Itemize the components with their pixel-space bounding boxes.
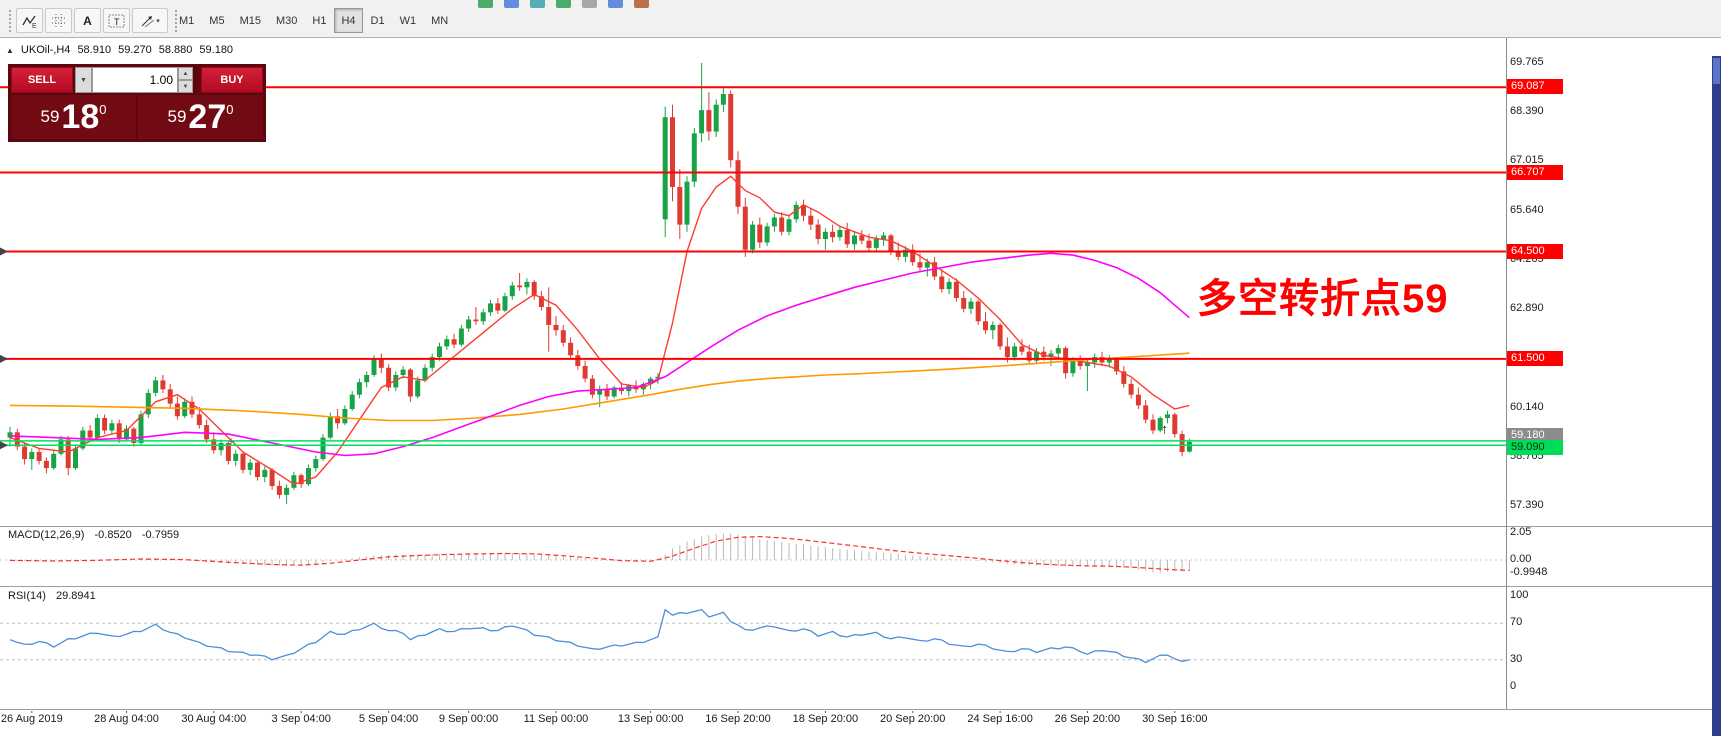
partial-dollar-icon <box>556 0 571 8</box>
timeframe-d1[interactable]: D1 <box>364 8 392 33</box>
line-studies-toolbar: E A T ▾ <box>4 8 182 33</box>
volume-stepper: ▲ ▼ <box>178 67 193 93</box>
timeframe-h4[interactable]: H4 <box>334 8 363 33</box>
volume-input[interactable] <box>92 67 178 93</box>
chart-text-annotation: 多空转折点59 <box>1197 277 1449 321</box>
timeframe-mn[interactable]: MN <box>424 8 455 33</box>
sell-price-pips: 18 <box>61 98 100 136</box>
timeframe-w1[interactable]: W1 <box>393 8 424 33</box>
svg-text:T: T <box>114 17 120 27</box>
partial-clock-icon <box>530 0 545 8</box>
volume-dropdown-button[interactable]: ▼ <box>75 67 92 93</box>
timeframe-m1[interactable]: M1 <box>172 8 201 33</box>
panel-separator[interactable] <box>0 586 1712 587</box>
scrollbar-thumb[interactable] <box>1713 58 1720 84</box>
rsi-value: 29.8941 <box>55 590 96 602</box>
close-value: 59.180 <box>199 44 234 56</box>
buy-price-display[interactable]: 59 27 0 <box>138 95 263 139</box>
low-value: 58.880 <box>158 44 193 56</box>
rsi-name: RSI(14) <box>8 590 46 602</box>
volume-decrease-button[interactable]: ▼ <box>178 80 193 93</box>
macd-signal-value: -0.7959 <box>141 529 180 541</box>
buy-price-whole: 59 <box>167 107 187 126</box>
timeframe-h1[interactable]: H1 <box>305 8 333 33</box>
grid-icon[interactable] <box>45 8 72 33</box>
partial-gray-icon <box>582 0 597 8</box>
trade-prices-row: 59 18 0 59 27 0 <box>11 95 263 139</box>
timeframe-m15[interactable]: M15 <box>233 8 268 33</box>
buy-price-pips: 27 <box>188 98 227 136</box>
macd-name: MACD(12,26,9) <box>8 529 85 541</box>
cross-marker: + <box>228 436 234 448</box>
toolbar-grip <box>9 9 11 32</box>
toolbar: E A T ▾ M1 M5 M15 M30 H1 H4 D1 W1 MN <box>0 0 1721 38</box>
high-value: 59.270 <box>118 44 152 56</box>
time-axis-separator <box>0 709 1712 710</box>
open-value: 58.910 <box>77 44 112 56</box>
partial-window-icon <box>504 0 519 8</box>
sell-button[interactable]: SELL <box>11 67 73 93</box>
partial-chart-icon <box>478 0 493 8</box>
macd-indicator-label: MACD(12,26,9) -0.8520 -0.7959 <box>8 529 179 541</box>
buy-price-fraction: 0 <box>226 102 234 117</box>
moving-averages-layer <box>9 175 1190 485</box>
partial-orange-icon <box>634 0 649 8</box>
dropdown-caret-icon: ▾ <box>156 17 160 25</box>
text-icon[interactable]: A <box>74 8 101 33</box>
volume-increase-button[interactable]: ▲ <box>178 67 193 80</box>
up-arrow-marker: ↑ <box>1161 421 1168 437</box>
arrows-icon[interactable]: ▾ <box>132 8 168 33</box>
timeframe-m30[interactable]: M30 <box>269 8 304 33</box>
partial-toolbar-icons <box>0 0 1721 9</box>
sell-price-display[interactable]: 59 18 0 <box>11 95 136 139</box>
one-click-trading-panel: SELL ▼ ▲ ▼ BUY 59 18 0 59 27 0 <box>8 64 266 142</box>
vertical-scrollbar[interactable] <box>1712 56 1721 736</box>
svg-text:E: E <box>32 23 37 29</box>
sell-price-fraction: 0 <box>99 102 107 117</box>
line-studies-icon[interactable]: E <box>16 8 43 33</box>
macd-main-value: -0.8520 <box>94 529 132 541</box>
dropdown-caret-icon: ▼ <box>80 76 87 84</box>
collapse-arrow-icon: ▲ <box>6 45 14 55</box>
price-axis-separator <box>1506 38 1507 709</box>
sell-price-whole: 59 <box>40 107 60 126</box>
timeframe-m5[interactable]: M5 <box>202 8 231 33</box>
macd-layer <box>0 533 1506 573</box>
timeframe-group: M1 M5 M15 M30 H1 H4 D1 W1 MN <box>172 8 456 33</box>
symbol-timeframe-label: UKOil-,H4 <box>20 44 71 56</box>
buy-button[interactable]: BUY <box>201 67 263 93</box>
toolbar-grip <box>175 9 177 32</box>
rsi-indicator-label: RSI(14) 29.8941 <box>8 590 96 602</box>
panel-separator[interactable] <box>0 526 1712 527</box>
text-label-icon[interactable]: T <box>103 8 130 33</box>
symbol-ohlc-line: ▲ UKOil-,H4 58.910 59.270 58.880 59.180 <box>6 44 233 56</box>
trade-controls-row: SELL ▼ ▲ ▼ BUY <box>11 67 263 93</box>
rsi-layer <box>0 608 1506 664</box>
partial-blue-icon <box>608 0 623 8</box>
